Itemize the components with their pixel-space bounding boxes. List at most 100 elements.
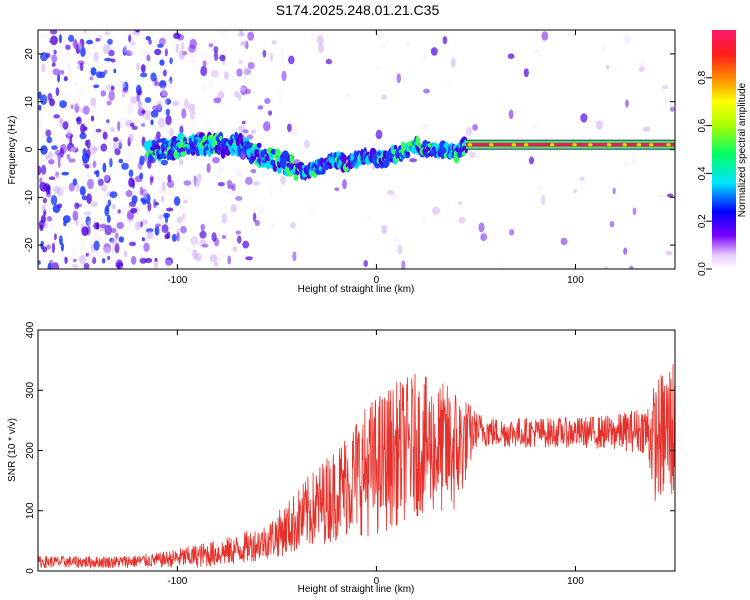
ridge-point	[341, 154, 347, 164]
ridge-point	[291, 157, 295, 164]
noise-blob	[217, 253, 225, 261]
noise-blob	[38, 104, 42, 111]
ridge-point	[207, 148, 212, 158]
track-point	[588, 143, 593, 147]
noise-blob	[107, 199, 112, 207]
noise-blob	[216, 165, 224, 173]
noise-blob	[166, 207, 174, 212]
noise-blob	[670, 106, 675, 112]
noise-blob	[53, 49, 57, 55]
noise-blob	[121, 93, 126, 98]
noise-blob	[130, 255, 137, 265]
noise-blob	[129, 45, 137, 55]
noise-blob	[46, 216, 53, 222]
snr-series-line	[38, 364, 675, 570]
noise-blob	[391, 194, 400, 201]
noise-blob	[165, 108, 170, 116]
noise-blob	[39, 118, 43, 129]
noise-blob	[523, 68, 529, 78]
spec-xtick-label: -100	[167, 275, 187, 286]
noise-blob	[164, 213, 169, 224]
noise-blob	[183, 180, 192, 186]
spec-ytick-label: -10	[24, 190, 35, 205]
noise-blob	[213, 46, 219, 53]
noise-blob	[54, 61, 59, 68]
noise-blob	[87, 220, 95, 226]
noise-blob	[125, 190, 133, 197]
noise-blob	[112, 137, 119, 142]
noise-blob	[92, 160, 97, 168]
colorbar	[712, 30, 736, 269]
noise-blob	[288, 55, 295, 65]
noise-blob	[138, 47, 144, 52]
noise-blob	[85, 252, 90, 257]
noise-blob	[61, 232, 69, 237]
noise-blob	[107, 38, 113, 45]
noise-blob	[190, 56, 198, 64]
noise-blob	[183, 199, 188, 204]
noise-blob	[48, 151, 53, 160]
noise-blob	[465, 126, 473, 137]
noise-blob	[325, 58, 333, 65]
noise-blob	[127, 151, 134, 162]
noise-blob	[639, 60, 647, 69]
noise-blob	[55, 87, 60, 97]
noise-blob	[40, 145, 48, 155]
noise-blob	[87, 178, 94, 190]
noise-blob	[112, 258, 119, 263]
noise-blob	[110, 58, 116, 63]
noise-blob	[72, 264, 79, 269]
ridge-point	[275, 148, 281, 157]
noise-blob	[250, 129, 257, 134]
noise-blob	[167, 80, 173, 90]
noise-blob	[423, 55, 428, 61]
noise-blob	[73, 38, 78, 49]
noise-blob	[148, 172, 155, 178]
noise-blob	[220, 54, 226, 60]
noise-blob	[113, 68, 117, 74]
noise-blob	[107, 255, 111, 261]
noise-blob	[609, 220, 615, 228]
noise-blob	[119, 80, 126, 89]
noise-blob	[102, 162, 107, 173]
noise-blob	[159, 59, 165, 66]
noise-blob	[63, 76, 68, 82]
noise-blob	[66, 63, 72, 72]
noise-blob	[227, 255, 231, 265]
noise-blob	[202, 60, 207, 68]
noise-blob	[40, 187, 48, 192]
noise-blob	[74, 202, 80, 210]
noise-blob	[502, 262, 506, 269]
ridge-point	[372, 153, 378, 158]
noise-blob	[161, 181, 166, 192]
noise-blob	[83, 262, 90, 269]
noise-blob	[86, 193, 92, 204]
noise-blob	[154, 257, 158, 262]
ridge-point	[384, 160, 390, 166]
noise-blob	[156, 176, 162, 183]
noise-blob	[401, 260, 406, 269]
noise-blob	[41, 63, 46, 73]
noise-blob	[79, 186, 86, 196]
noise-blob	[537, 183, 543, 191]
noise-blob	[42, 46, 47, 52]
noise-blob	[239, 30, 244, 36]
noise-blob	[147, 201, 152, 212]
noise-blob	[160, 159, 169, 166]
ridge-point	[411, 147, 417, 155]
noise-blob	[71, 146, 77, 151]
ridge-point	[172, 136, 178, 141]
noise-blob	[38, 91, 42, 100]
snr-ylabel: SNR (10 * v/v)	[7, 418, 18, 482]
noise-blob	[175, 43, 179, 53]
noise-blob	[212, 157, 220, 164]
colorbar-axes: 0.0 0.2 0.4 0.6 0.8	[697, 70, 712, 276]
noise-blob	[84, 164, 90, 169]
noise-blob	[100, 143, 108, 152]
noise-blob	[169, 57, 173, 65]
track-point	[511, 143, 517, 147]
ridge-point	[293, 174, 299, 181]
noise-blob	[292, 251, 297, 262]
noise-blob	[206, 163, 211, 173]
